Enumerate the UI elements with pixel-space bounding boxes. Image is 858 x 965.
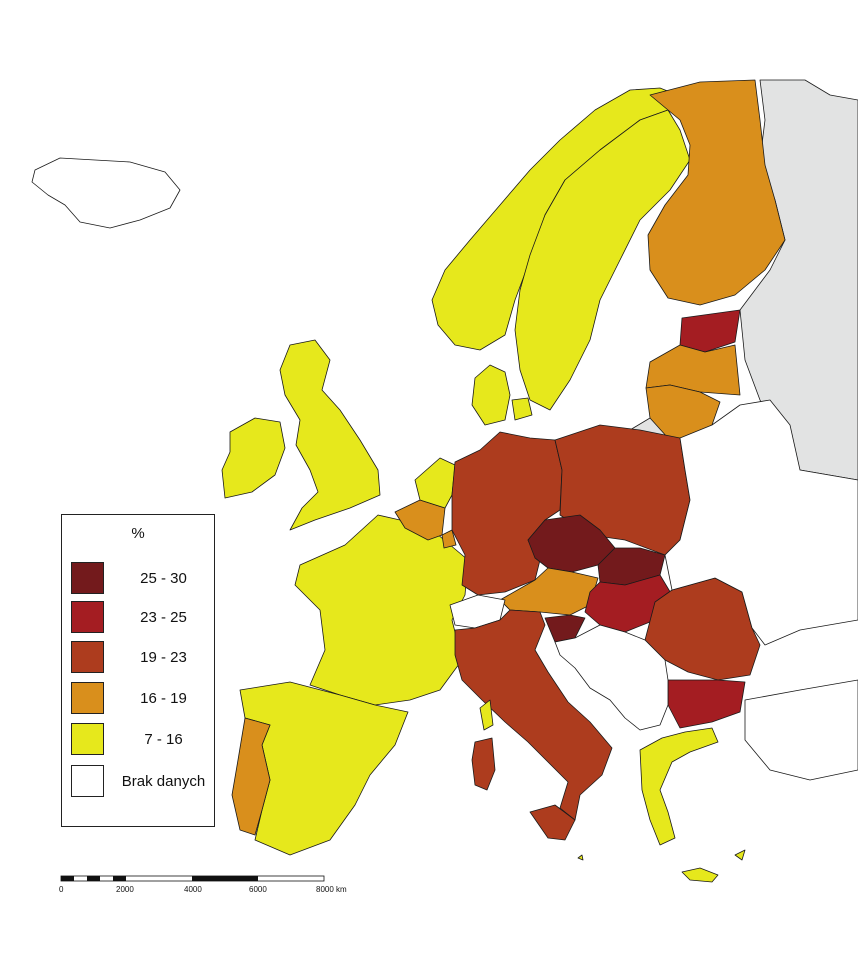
region-east-no-data bbox=[664, 399, 858, 646]
scale-bar: 0 2000 4000 6000 8000 km bbox=[59, 875, 347, 894]
country-italy-sicily bbox=[529, 804, 576, 841]
legend-swatch bbox=[71, 723, 104, 755]
country-denmark bbox=[471, 364, 511, 426]
legend-label: 16 - 19 bbox=[140, 690, 187, 707]
legend-swatch bbox=[71, 682, 104, 714]
country-finland bbox=[647, 79, 786, 306]
country-italy-sardinia bbox=[471, 737, 496, 791]
scale-tick-4000: 4000 bbox=[184, 885, 202, 894]
legend-item-23-25: 23 - 25 bbox=[71, 601, 211, 635]
country-greece bbox=[639, 727, 719, 846]
country-bulgaria bbox=[667, 679, 746, 729]
country-netherlands bbox=[414, 457, 456, 509]
legend-swatch bbox=[71, 641, 104, 673]
country-uk bbox=[279, 339, 381, 531]
legend-label: 19 - 23 bbox=[140, 649, 187, 666]
country-italy bbox=[454, 609, 613, 821]
country-estonia bbox=[679, 309, 741, 353]
country-iceland bbox=[31, 157, 181, 229]
map-legend: % 25 - 30 23 - 25 19 - 23 16 - 19 7 - 16… bbox=[61, 514, 215, 827]
legend-swatch bbox=[71, 601, 104, 633]
legend-item-7-16: 7 - 16 bbox=[71, 723, 211, 757]
scale-tick-8000: 8000 km bbox=[316, 885, 347, 894]
legend-label: 25 - 30 bbox=[140, 570, 187, 587]
country-ireland bbox=[221, 417, 286, 499]
region-turkey-no-data bbox=[744, 679, 858, 781]
country-sweden bbox=[514, 109, 691, 411]
legend-title: % bbox=[131, 525, 145, 542]
legend-item-25-30: 25 - 30 bbox=[71, 562, 211, 596]
region-balkans-no-data bbox=[554, 624, 669, 731]
country-cyprus bbox=[734, 849, 746, 861]
legend-swatch bbox=[71, 562, 104, 594]
country-greece-crete bbox=[681, 867, 719, 883]
country-luxembourg bbox=[441, 529, 457, 549]
legend-item-16-19: 16 - 19 bbox=[71, 682, 211, 716]
legend-label: Brak danych bbox=[121, 773, 206, 790]
country-malta bbox=[577, 854, 584, 861]
legend-label: 7 - 16 bbox=[144, 731, 183, 748]
legend-label: 23 - 25 bbox=[140, 609, 187, 626]
country-slovenia bbox=[544, 614, 586, 643]
country-france bbox=[294, 514, 469, 706]
country-denmark-islands bbox=[511, 397, 533, 421]
scale-tick-6000: 6000 bbox=[249, 885, 267, 894]
legend-item-no-data: Brak danych bbox=[71, 765, 211, 799]
legend-swatch bbox=[71, 765, 104, 797]
scale-tick-2000: 2000 bbox=[116, 885, 134, 894]
scale-tick-0: 0 bbox=[59, 885, 64, 894]
region-corsica bbox=[479, 699, 494, 731]
legend-item-19-23: 19 - 23 bbox=[71, 641, 211, 675]
country-portugal bbox=[231, 717, 271, 836]
